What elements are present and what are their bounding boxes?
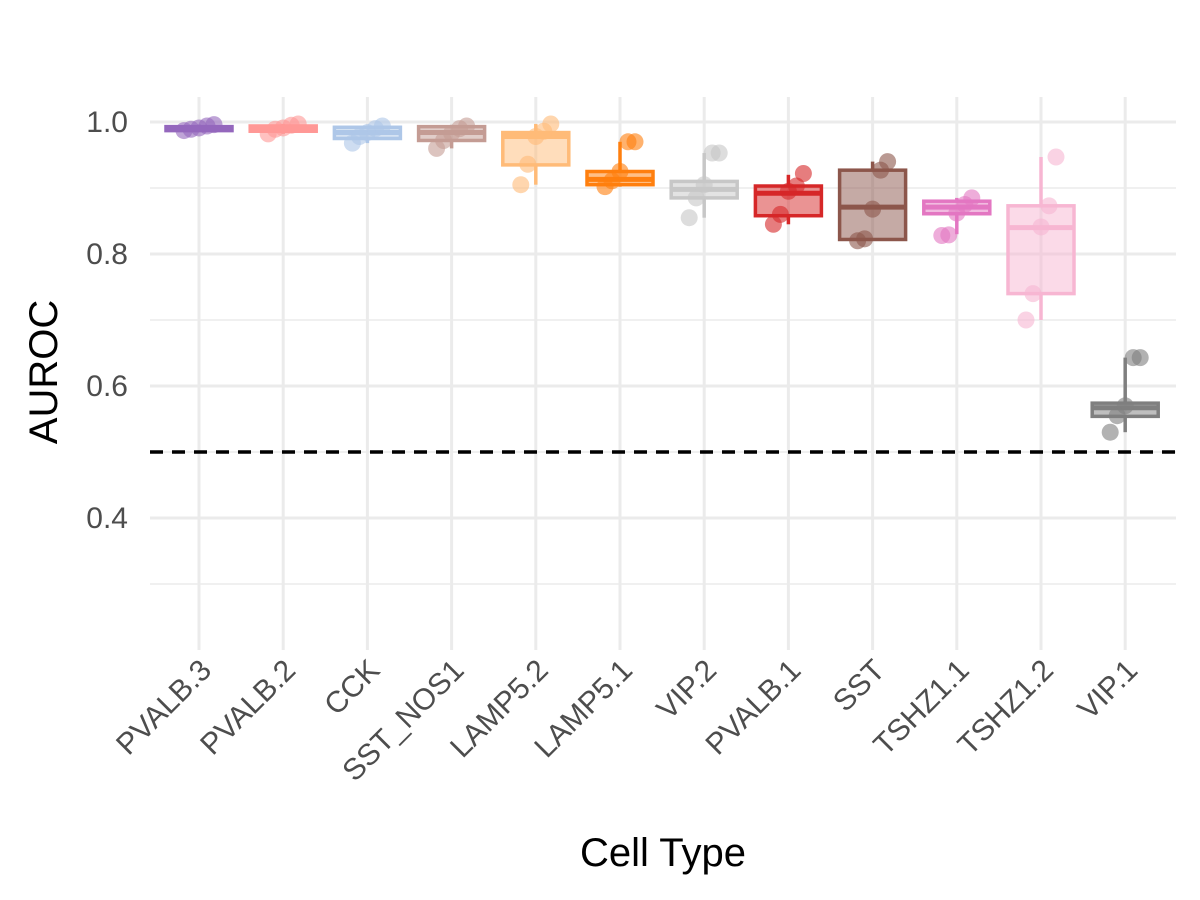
data-point xyxy=(611,163,629,180)
box-sst xyxy=(837,153,908,250)
data-point xyxy=(794,164,812,182)
data-point xyxy=(687,189,705,207)
box-cck xyxy=(332,117,403,152)
data-point xyxy=(1017,311,1035,329)
y-tick-label: 0.8 xyxy=(86,238,128,271)
y-axis-title: AUROC xyxy=(22,300,66,444)
data-point xyxy=(1131,349,1149,367)
data-point xyxy=(787,177,805,195)
y-tick-label: 0.4 xyxy=(86,502,128,535)
data-point xyxy=(864,200,882,218)
data-point xyxy=(542,115,560,133)
data-point xyxy=(1024,285,1042,303)
x-tick-label: VIP.1 xyxy=(1072,654,1144,726)
box-vip-2 xyxy=(669,144,739,227)
x-tick-label: SST xyxy=(827,654,892,719)
minor-gridlines xyxy=(150,187,1176,585)
box-pvalb-2 xyxy=(248,115,318,143)
data-point xyxy=(695,176,713,194)
data-point xyxy=(512,176,530,194)
y-tick-label: 0.6 xyxy=(86,370,128,403)
data-point xyxy=(626,133,644,151)
x-tick-label: VIP.2 xyxy=(651,654,723,726)
data-point xyxy=(940,226,958,244)
data-point xyxy=(205,116,223,134)
box-series xyxy=(164,115,1160,441)
data-point xyxy=(458,117,476,135)
box-vip-1 xyxy=(1090,349,1160,441)
box-sst-nos1 xyxy=(416,117,487,157)
data-point xyxy=(1116,397,1134,415)
data-point xyxy=(519,155,537,173)
box-pvalb-1 xyxy=(753,164,824,233)
data-point xyxy=(710,144,728,162)
y-tick-label: 1.0 xyxy=(86,106,128,139)
x-axis-title: Cell Type xyxy=(580,831,746,875)
data-point xyxy=(879,153,897,171)
box-lamp5-1 xyxy=(585,133,655,196)
data-point xyxy=(289,115,307,133)
x-tick-label: CCK xyxy=(318,654,386,722)
data-point xyxy=(1101,423,1119,441)
data-point xyxy=(963,189,981,207)
data-point xyxy=(856,230,874,248)
data-point xyxy=(1047,148,1065,166)
box-lamp5-2 xyxy=(501,115,571,194)
data-point xyxy=(373,117,391,135)
box-tshz1-2 xyxy=(1006,148,1076,329)
box-pvalb-3 xyxy=(164,116,234,140)
data-point xyxy=(1032,218,1050,236)
box-tshz1-1 xyxy=(922,189,992,245)
data-point xyxy=(680,209,698,227)
major-gridlines xyxy=(150,97,1176,650)
data-point xyxy=(771,205,789,223)
data-point xyxy=(1040,197,1058,215)
y-tick-labels: 0.4 0.6 0.8 1.0 xyxy=(86,106,128,535)
